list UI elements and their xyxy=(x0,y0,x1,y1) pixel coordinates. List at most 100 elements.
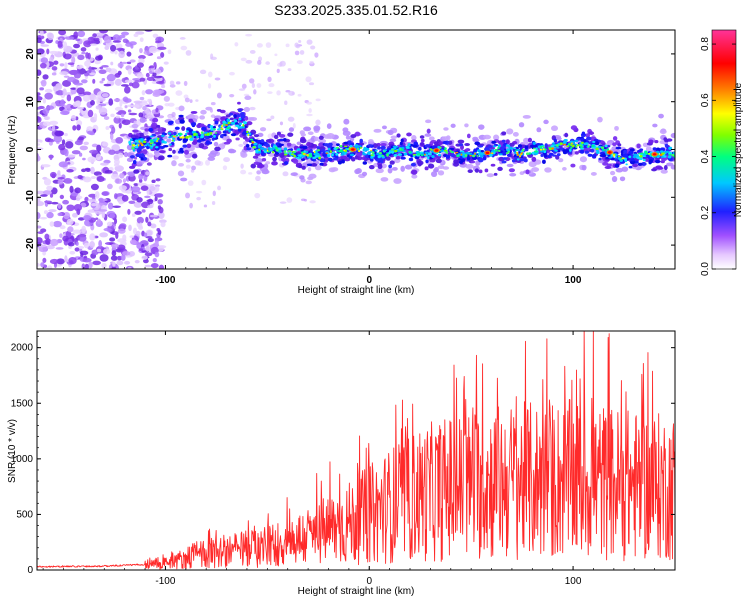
noise-blob xyxy=(240,57,247,62)
ridge-point xyxy=(267,146,271,150)
ridge-point xyxy=(381,125,387,130)
ridge-point xyxy=(474,152,477,155)
ridge-point xyxy=(555,144,559,147)
ridge-point xyxy=(464,154,468,157)
ridge-point xyxy=(182,144,188,148)
ridge-point xyxy=(340,149,343,153)
ridge-point xyxy=(229,117,234,121)
ridge-point xyxy=(356,152,363,157)
ridge-point xyxy=(172,149,176,154)
noise-blob xyxy=(265,61,270,65)
noise-blob xyxy=(74,187,82,194)
noise-blob xyxy=(49,221,55,227)
ridge-point xyxy=(361,171,368,177)
noise-blob xyxy=(81,79,88,84)
ridge-point xyxy=(652,147,657,151)
ridge-point xyxy=(632,163,639,168)
noise-blob xyxy=(163,95,171,102)
ridge-point xyxy=(156,124,161,128)
ridge-point xyxy=(569,148,572,152)
ridge-point xyxy=(220,116,226,121)
ridge-point xyxy=(237,101,241,105)
ridge-point xyxy=(274,146,278,150)
noise-blob xyxy=(65,104,71,109)
ridge-point xyxy=(543,153,548,158)
ridge-point xyxy=(220,127,223,130)
noise-blob xyxy=(212,190,216,197)
ridge-point xyxy=(521,151,523,155)
noise-blob xyxy=(114,73,121,78)
noise-blob xyxy=(131,81,140,89)
noise-blob xyxy=(158,264,165,269)
ridge-point xyxy=(209,125,214,129)
ridge-point xyxy=(510,147,514,150)
noise-blob xyxy=(109,237,116,242)
noise-blob xyxy=(135,230,141,237)
ridge-point xyxy=(377,155,381,159)
ridge-point xyxy=(249,138,254,141)
noise-blob xyxy=(86,126,93,132)
noise-blob xyxy=(114,50,118,55)
noise-blob xyxy=(257,59,262,65)
ridge-point xyxy=(639,154,643,158)
ridge-point xyxy=(430,171,438,178)
ridge-point xyxy=(196,135,200,139)
ridge-point xyxy=(372,143,378,149)
ridge-point xyxy=(592,141,596,143)
ridge-point xyxy=(523,137,530,144)
noise-blob xyxy=(93,113,98,121)
noise-blob xyxy=(37,200,45,207)
noise-blob xyxy=(157,46,167,51)
colorbar-tick-label: 0.8 xyxy=(700,37,711,51)
noise-blob xyxy=(195,99,199,102)
noise-blob xyxy=(124,79,133,83)
noise-blob xyxy=(154,196,158,202)
ridge-point xyxy=(181,136,185,139)
snr-series-line xyxy=(37,331,675,570)
noise-blob xyxy=(84,263,89,269)
ridge-point xyxy=(425,159,429,164)
noise-blob xyxy=(222,165,228,171)
noise-blob xyxy=(92,33,97,38)
noise-blob xyxy=(98,209,108,212)
ridge-point xyxy=(425,119,432,124)
ridge-point xyxy=(178,105,185,112)
ridge-point xyxy=(477,145,484,148)
ridge-hotspot xyxy=(652,153,657,156)
noise-blob xyxy=(126,51,132,57)
noise-blob xyxy=(138,178,143,183)
noise-blob xyxy=(167,102,175,107)
noise-blob xyxy=(90,202,98,207)
ridge-point xyxy=(500,146,505,151)
ridge-point xyxy=(524,145,528,150)
noise-blob xyxy=(48,209,57,213)
noise-blob xyxy=(128,82,134,87)
noise-blob xyxy=(101,78,106,81)
noise-blob xyxy=(72,229,82,234)
ridge-point xyxy=(576,143,580,147)
noise-blob xyxy=(149,65,155,69)
noise-blob xyxy=(82,176,92,183)
ridge-point xyxy=(260,139,265,143)
noise-blob xyxy=(119,99,123,107)
noise-blob xyxy=(103,83,112,87)
ridge-point xyxy=(490,152,494,155)
ridge-point xyxy=(391,148,394,151)
y-tick-label: 0 xyxy=(27,565,33,576)
noise-blob xyxy=(155,107,159,113)
ridge-point xyxy=(139,138,144,142)
ridge-point xyxy=(519,171,525,176)
ridge-point xyxy=(296,141,302,146)
ridge-point xyxy=(457,139,465,144)
ridge-point xyxy=(362,151,365,155)
noise-blob xyxy=(64,148,69,157)
ridge-point xyxy=(398,147,402,150)
colorbar-tick-label: 0.0 xyxy=(700,262,711,276)
ridge-point xyxy=(210,127,214,131)
ridge-point xyxy=(586,136,592,141)
ridge-point xyxy=(149,144,152,147)
noise-blob xyxy=(294,50,300,56)
ridge-point xyxy=(273,134,279,140)
ridge-point xyxy=(238,108,242,113)
noise-blob xyxy=(95,47,99,51)
